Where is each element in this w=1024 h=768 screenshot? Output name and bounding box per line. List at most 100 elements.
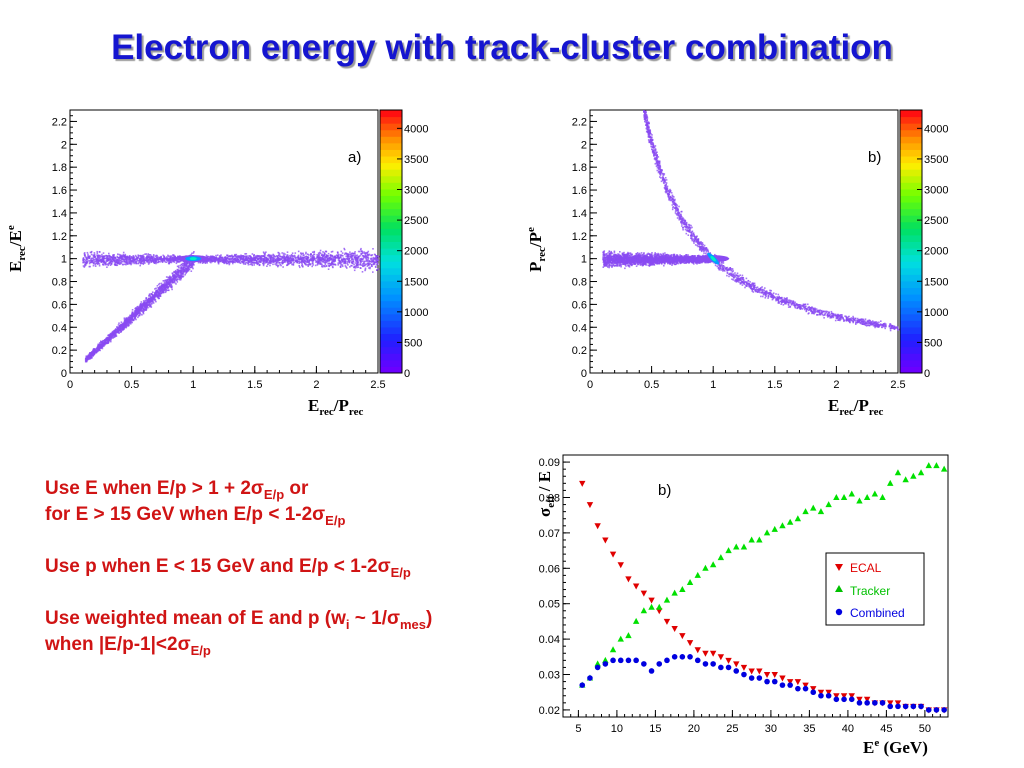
density-point [316, 262, 319, 265]
density-point [98, 260, 100, 262]
density-point [153, 292, 156, 294]
density-point [351, 262, 353, 264]
density-point [93, 253, 96, 256]
density-point [354, 257, 356, 259]
density-point [179, 264, 182, 267]
density-point [288, 257, 291, 259]
density-point [334, 264, 337, 266]
density-point [83, 266, 86, 268]
density-point [269, 254, 271, 257]
density-point [250, 258, 253, 261]
density-point [232, 258, 235, 261]
density-point [322, 254, 324, 256]
density-point [185, 269, 188, 272]
density-point [328, 259, 330, 262]
density-point [143, 256, 145, 258]
density-point [164, 279, 167, 282]
density-point [307, 260, 309, 262]
density-point [266, 254, 269, 257]
density-point [240, 257, 243, 259]
density-point [141, 307, 143, 309]
density-point [89, 261, 91, 264]
density-point [368, 253, 371, 256]
density-point [266, 258, 268, 261]
density-point [120, 325, 122, 328]
density-point [89, 352, 91, 355]
density-point [114, 257, 117, 259]
density-point [155, 262, 157, 265]
density-point [206, 262, 208, 264]
density-point [216, 257, 218, 259]
density-point [361, 258, 363, 260]
density-point [161, 287, 163, 289]
density-point [129, 314, 131, 317]
density-point [311, 265, 313, 268]
density-point [171, 257, 174, 260]
density-point [188, 268, 191, 271]
density-point [185, 263, 187, 265]
density-point [346, 252, 349, 255]
density-point [134, 312, 136, 315]
density-point [266, 265, 268, 267]
density-point [244, 253, 246, 255]
color-scale-segment [380, 182, 402, 190]
density-point [359, 255, 361, 257]
density-point [158, 258, 161, 260]
density-point [88, 262, 91, 265]
density-point [346, 262, 349, 265]
density-point [238, 260, 241, 263]
density-point [347, 253, 350, 255]
density-point [352, 259, 355, 261]
density-point [182, 268, 185, 270]
density-point [283, 256, 286, 259]
density-point [308, 263, 311, 265]
density-point [127, 256, 129, 259]
density-point [163, 259, 166, 261]
density-point [175, 257, 178, 260]
density-point [281, 261, 284, 263]
density-point [131, 256, 133, 258]
density-point [183, 265, 186, 267]
density-point [179, 276, 182, 278]
color-scale-segment [380, 359, 402, 367]
density-point [297, 254, 300, 257]
density-point [140, 309, 143, 311]
density-point [300, 262, 303, 264]
density-point [353, 266, 355, 269]
density-point [112, 335, 115, 338]
density-point [297, 256, 300, 259]
density-point [166, 260, 169, 262]
density-point [303, 259, 306, 262]
density-point [263, 256, 266, 259]
density-point [152, 302, 155, 304]
density-point [135, 255, 137, 258]
density-point [280, 255, 282, 258]
density-point [213, 258, 215, 260]
color-scale-segment [380, 188, 402, 196]
density-point [125, 318, 128, 321]
density-point [154, 293, 157, 296]
density-point [118, 253, 121, 256]
density-point [146, 254, 148, 257]
density-point [155, 290, 158, 293]
density-point [96, 262, 99, 264]
density-point [122, 251, 125, 254]
density-point [173, 274, 176, 276]
density-point [116, 255, 118, 258]
density-point [363, 262, 366, 265]
density-point [176, 265, 179, 268]
density-point [124, 321, 126, 323]
density-point [360, 259, 362, 262]
density-point [171, 279, 174, 282]
density-point [161, 290, 163, 293]
density-point [116, 264, 119, 266]
density-point [123, 317, 126, 319]
density-point [103, 260, 106, 262]
density-point [292, 255, 294, 257]
density-point [287, 255, 289, 258]
density-point [632, 263, 634, 265]
color-scale-segment [380, 162, 402, 170]
density-point [340, 254, 343, 256]
density-point [357, 266, 359, 268]
density-point [119, 328, 122, 331]
